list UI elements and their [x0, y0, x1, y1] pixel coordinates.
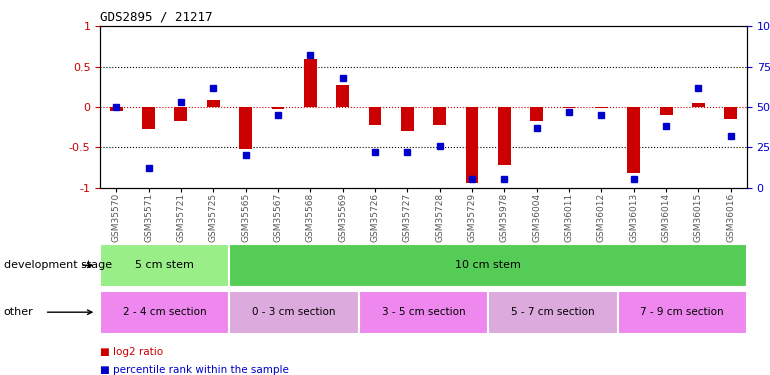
Bar — [110, 107, 122, 111]
Bar — [498, 107, 511, 165]
Text: 0 - 3 cm section: 0 - 3 cm section — [253, 307, 336, 317]
Text: other: other — [4, 307, 34, 317]
Text: ■ log2 ratio: ■ log2 ratio — [100, 347, 163, 357]
Text: ■ percentile rank within the sample: ■ percentile rank within the sample — [100, 365, 289, 375]
Text: GDS2895 / 21217: GDS2895 / 21217 — [100, 11, 213, 24]
Bar — [336, 85, 349, 107]
Text: 3 - 5 cm section: 3 - 5 cm section — [382, 307, 465, 317]
Bar — [142, 107, 155, 129]
Text: 5 - 7 cm section: 5 - 7 cm section — [511, 307, 594, 317]
Bar — [434, 107, 446, 124]
Bar — [272, 107, 284, 109]
Bar — [563, 107, 575, 108]
Text: 7 - 9 cm section: 7 - 9 cm section — [641, 307, 724, 317]
Text: development stage: development stage — [4, 260, 112, 270]
Bar — [175, 107, 187, 122]
Bar — [304, 58, 316, 107]
Bar — [239, 107, 252, 149]
Bar — [725, 107, 737, 119]
Bar — [692, 103, 705, 107]
Bar — [628, 107, 640, 173]
Bar — [531, 107, 543, 122]
Bar — [595, 107, 608, 108]
Text: 2 - 4 cm section: 2 - 4 cm section — [123, 307, 206, 317]
Bar — [369, 107, 381, 124]
Bar — [660, 107, 672, 115]
Bar — [466, 107, 478, 183]
Text: 5 cm stem: 5 cm stem — [136, 260, 194, 270]
Bar — [207, 100, 219, 107]
Text: 10 cm stem: 10 cm stem — [455, 260, 521, 270]
Bar — [401, 107, 413, 131]
